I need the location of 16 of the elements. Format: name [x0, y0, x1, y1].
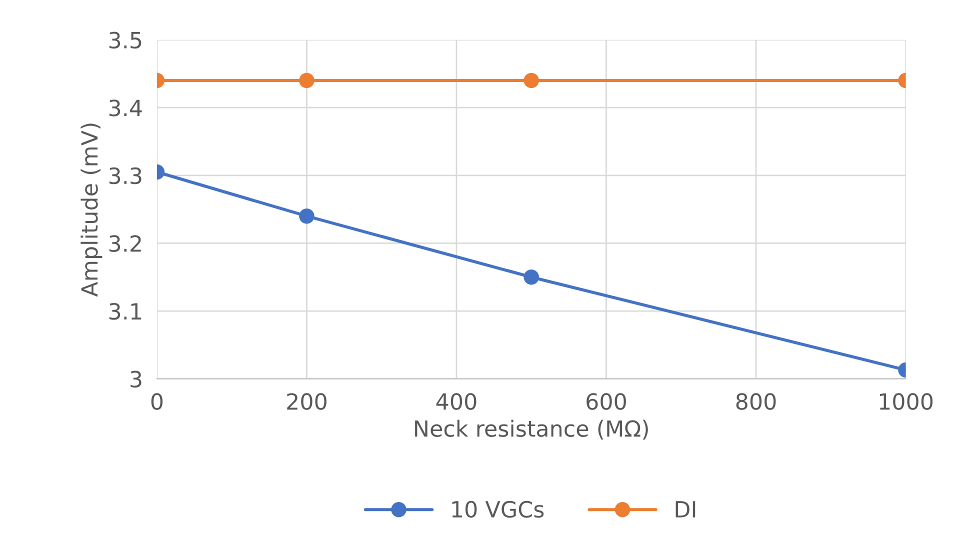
y-tick-label: 3	[130, 370, 142, 388]
y-tick-label: 3.1	[109, 302, 142, 320]
x-tick-label: 800	[736, 393, 776, 410]
x-axis-title: Neck resistance (MΩ)	[415, 420, 648, 440]
x-tick-label: 0	[151, 393, 163, 410]
x-tick-label: 400	[436, 393, 476, 410]
y-tick-label: 3.4	[109, 100, 142, 116]
y-tick-label: 3.2	[109, 235, 141, 252]
y-tick-label: 3.5	[109, 32, 142, 49]
y-tick-label: 3.3	[109, 167, 142, 184]
legend-label: 10 VGCs	[452, 500, 544, 518]
legend-label: DI	[676, 501, 696, 518]
x-tick-label: 600	[586, 393, 626, 410]
x-tick-label: 200	[287, 393, 326, 410]
y-axis-title: Amplitude (mV)	[80, 124, 102, 297]
x-tick-label: 1000	[880, 393, 933, 410]
